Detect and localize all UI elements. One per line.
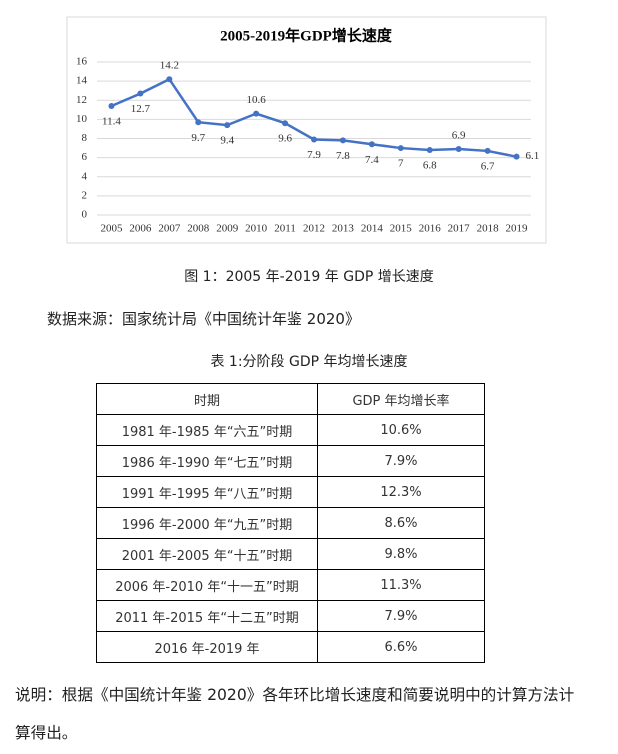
x-tick-label: 2015	[390, 223, 413, 235]
table-row: 1991 年-1995 年“八五”时期 12.3%	[96, 476, 485, 508]
y-tick-label: 2	[82, 189, 88, 201]
y-tick-label: 14	[76, 75, 88, 87]
table-cell: 2011 年-2015 年“十二五”时期	[96, 600, 318, 632]
y-tick-label: 8	[82, 132, 88, 144]
table-row: 2016 年-2019 年 6.6%	[96, 631, 485, 663]
x-tick-label: 2008	[187, 223, 210, 235]
chart-frame	[66, 16, 547, 244]
point	[253, 110, 260, 117]
table-cell: 1986 年-1990 年“七五”时期	[96, 445, 318, 477]
source: 数据来源：国家统计局《中国统计年鉴 2020》	[47, 310, 360, 328]
point	[311, 136, 317, 143]
x-tick-label: 2016	[419, 223, 442, 235]
table-cell: 10.6%	[317, 414, 485, 446]
x-tick-label: 2007	[158, 223, 181, 235]
table-cell: 11.3%	[317, 569, 485, 601]
point	[339, 137, 346, 144]
chart-title: 2005-2019年GDP增长速度	[220, 26, 393, 44]
table-cell: GDP 年均增长率	[317, 383, 485, 415]
table: 时期 GDP 年均增长率 1981 年-1985 年“六五”时期 10.6% 1986 …	[96, 383, 485, 663]
table-row: 2011 年-2015 年“十二五”时期 7.9%	[96, 600, 485, 632]
x-tick-label: 2011	[274, 223, 296, 235]
data-label: 9.4	[220, 135, 234, 147]
table-header: 时期 GDP 年均增长率	[96, 383, 485, 415]
y-tick-label: 6	[82, 151, 88, 163]
data-label: 10.6	[247, 94, 267, 106]
point	[108, 102, 115, 109]
data-label: 6.1	[526, 150, 540, 162]
data-label: 6.8	[423, 160, 437, 172]
table-cell: 9.8%	[317, 538, 485, 570]
point	[195, 119, 202, 126]
table-cell: 1991 年-1995 年“八五”时期	[96, 476, 318, 508]
data-label: 12.7	[131, 103, 151, 115]
point	[455, 146, 462, 153]
table-row: 1981 年-1985 年“六五”时期 10.6%	[96, 414, 485, 446]
x-tick-label: 2012	[303, 223, 325, 235]
table-cell: 1981 年-1985 年“六五”时期	[96, 414, 318, 446]
table-cell: 1996 年-2000 年“九五”时期	[96, 507, 318, 539]
table-row: 2001 年-2005 年“十五”时期 9.8%	[96, 538, 485, 570]
x-tick-label: 2005	[100, 223, 123, 235]
data-label: 6.9	[452, 130, 466, 142]
note: 说明：根据《中国统计年鉴 2020》各年环比增长速度和简要说明中的计算方法计算得…	[15, 686, 575, 742]
table-cell: 2016 年-2019 年	[96, 631, 318, 663]
y-tick-label: 16	[76, 56, 88, 68]
data-label: 11.4	[102, 116, 121, 128]
x-tick-label: 2017	[448, 223, 471, 235]
x-tick-label: 2009	[216, 223, 239, 235]
point	[397, 145, 404, 152]
data-label: 7.8	[336, 150, 350, 162]
data-label: 7.9	[307, 149, 321, 161]
table-cell: 6.6%	[317, 631, 485, 663]
point	[166, 76, 173, 83]
chart: 2005-2019年GDP增长速度 0 2 4 6 8 10 12 14 16 2005 2006 2…	[66, 16, 547, 244]
table-cell: 7.9%	[317, 445, 485, 477]
x-tick-label: 2013	[332, 223, 355, 235]
data-label: 9.6	[278, 133, 292, 145]
y-tick-label: 10	[76, 113, 88, 125]
x-tick-label: 2010	[245, 223, 268, 235]
table-row: 1986 年-1990 年“七五”时期 7.9%	[96, 445, 485, 477]
x-tick-label: 2019	[506, 223, 529, 235]
point	[282, 120, 289, 127]
figure-caption: 图 1：2005 年-2019 年 GDP 增长速度	[184, 269, 434, 285]
table-row: 2006 年-2010 年“十一五”时期 11.3%	[96, 569, 485, 601]
data-label: 14.2	[160, 60, 179, 72]
table-row: 1996 年-2000 年“九五”时期 8.6%	[96, 507, 485, 539]
point	[137, 90, 144, 97]
point	[426, 146, 433, 153]
x-tick-label: 2018	[477, 223, 500, 235]
x-tick-label: 2006	[129, 223, 152, 235]
table-cell: 12.3%	[317, 476, 485, 508]
data-label: 9.7	[191, 132, 205, 144]
point	[368, 141, 375, 148]
data-label: 7	[398, 158, 404, 170]
point	[224, 122, 231, 129]
y-tick-label: 0	[82, 209, 88, 221]
x-tick-label: 2014	[361, 223, 384, 235]
data-label: 6.7	[481, 160, 495, 172]
data-label: 7.4	[365, 154, 379, 166]
table-cell: 时期	[96, 383, 318, 415]
table-cell: 7.9%	[317, 600, 485, 632]
table-title: 表 1:分阶段 GDP 年均增长速度	[210, 354, 408, 370]
table-cell: 2006 年-2010 年“十一五”时期	[96, 569, 318, 601]
y-tick-label: 12	[76, 94, 87, 106]
table-cell: 8.6%	[317, 507, 485, 539]
point	[484, 147, 491, 154]
point	[513, 153, 520, 160]
y-tick-label: 4	[82, 170, 88, 182]
table-cell: 2001 年-2005 年“十五”时期	[96, 538, 318, 570]
